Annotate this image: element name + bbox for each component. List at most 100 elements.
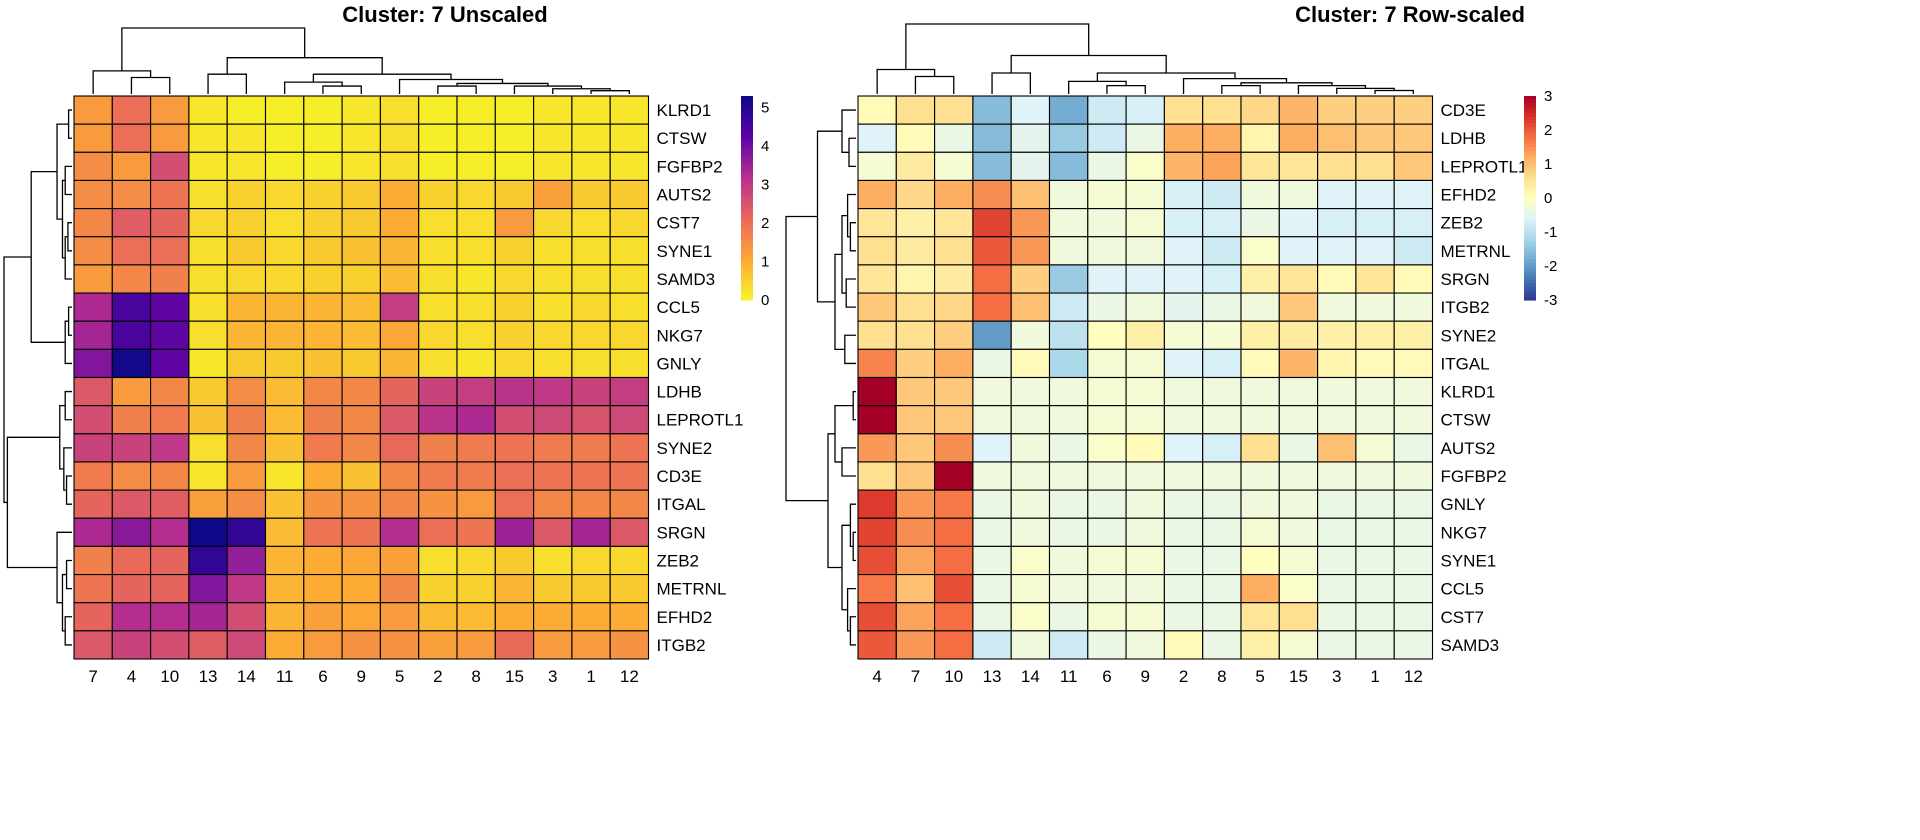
heatmap-cell [111,320,152,350]
heatmap-cell [494,236,535,266]
colorbar-segment [741,177,753,182]
heatmap-cell [1087,461,1127,491]
heatmap-cell [934,461,974,491]
colorbar-segment [741,211,753,216]
heatmap-cell [188,376,228,407]
colorbar-segment [741,255,753,260]
column-label: 13 [199,667,218,686]
heatmap-cell [1202,179,1242,210]
column-label: 10 [160,667,179,686]
heatmap-cell [1202,461,1242,491]
heatmap-cell [1278,208,1319,238]
row-dendrogram-branch [65,559,72,590]
heatmap-cell [1278,489,1319,519]
row-dendrogram-branch [63,447,72,491]
row-dendrogram-branch [846,587,856,632]
heatmap-cell [571,489,611,519]
column-label: 13 [983,667,1002,686]
colorbar-segment [741,170,753,175]
column-label: 2 [1179,667,1188,686]
colorbar-segment [1524,140,1536,145]
heatmap-cell [1393,264,1434,294]
heatmap-cell [895,292,936,322]
heatmap-cell [1048,517,1089,547]
heatmap-cell [341,348,381,379]
heatmap-cell [379,208,420,238]
heatmap-cell [1278,573,1319,604]
heatmap-cell [1355,292,1395,322]
heatmap-cell [1087,376,1127,407]
heatmap-cell [857,405,897,435]
colorbar-tick-label: 3 [761,177,769,194]
column-label: 5 [395,667,404,686]
heatmap-cell [609,602,650,632]
row-label: EFHD2 [657,608,713,627]
heatmap-cell [1048,433,1089,463]
heatmap-cell [1240,95,1280,125]
heatmap-cell [73,348,113,379]
heatmap-cell [303,123,343,153]
heatmap-cell [857,602,897,632]
heatmap-cell [188,573,228,604]
heatmap-cell [1087,208,1127,238]
heatmap-cell [1048,292,1089,322]
heatmap-cell [1163,236,1204,266]
row-label: LDHB [1441,129,1486,148]
heatmap-cell [1240,630,1280,660]
heatmap-cell [1163,123,1204,153]
column-dendrogram-branch [322,85,362,94]
heatmap-cell [857,123,897,153]
heatmap-cell [494,95,535,125]
heatmap-cell [264,433,305,463]
colorbar-segment [741,204,753,209]
heatmap-cell [188,348,228,379]
colorbar-segment [1524,150,1536,155]
heatmap-cell [264,292,305,322]
row-label: CD3E [657,467,702,486]
column-dendrogram-branch [1106,84,1146,94]
heatmap-cell [1087,151,1127,182]
heatmap-cell [1202,573,1242,604]
row-label: KLRD1 [657,101,712,120]
heatmap-cell [609,208,650,238]
heatmap-cell [341,208,381,238]
heatmap-cell [1278,236,1319,266]
heatmap-cell [303,405,343,435]
heatmap-cell [1125,489,1165,519]
column-dendrogram-branch [1068,80,1127,94]
heatmap-cell [934,208,974,238]
heatmap-cell [972,433,1012,463]
heatmap-cell [264,461,305,491]
heatmap-cell [857,517,897,547]
heatmap-cell [934,376,974,407]
heatmap-cell [341,517,381,547]
heatmap-cell [418,433,458,463]
heatmap-cell [533,602,573,632]
colorbar-segment [1524,266,1536,270]
heatmap-cell [1125,405,1165,435]
heatmap-cell [857,320,897,350]
heatmap-cell [150,602,190,632]
colorbar-segment [1524,208,1536,213]
colorbar-segment [1524,96,1536,100]
heatmap-cell [1010,348,1051,379]
column-label: 1 [586,667,595,686]
heatmap-cell [1278,348,1319,379]
colorbar-segment [741,279,753,284]
heatmap-cell [1048,405,1089,435]
colorbar-segment [741,157,753,162]
heatmap-cell [456,405,496,435]
colorbar-segment [1524,157,1536,162]
heatmap-cell [1163,95,1204,125]
heatmap-cell [972,95,1012,125]
colorbar-segment [1524,283,1536,287]
heatmap-cell [1240,208,1280,238]
column-dendrogram-branch [552,88,611,94]
heatmap-cell [188,545,228,576]
heatmap-cell [111,376,152,407]
colorbar-segment [1524,174,1536,179]
heatmap-cell [418,236,458,266]
heatmap-cell [303,489,343,519]
colorbar-segment [741,136,753,141]
heatmap-cell [1048,320,1089,350]
